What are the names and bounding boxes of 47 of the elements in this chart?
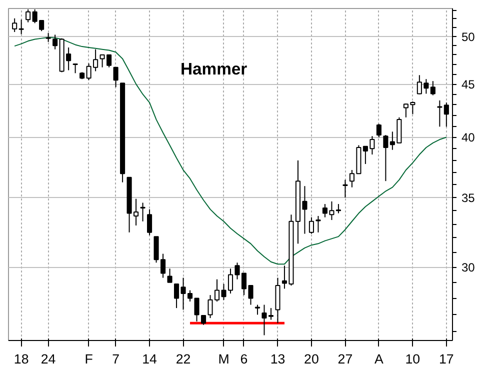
candlestick	[336, 204, 341, 214]
y-tick-label: 30	[462, 260, 476, 275]
candlestick	[26, 8, 31, 23]
candlestick	[154, 236, 159, 264]
x-tick-label: 24	[40, 352, 56, 366]
candlestick	[194, 298, 200, 322]
x-tick-label: 27	[338, 352, 353, 366]
candlestick	[254, 304, 260, 316]
x-tick-label: 17	[439, 352, 454, 366]
x-tick-label: 7	[112, 352, 120, 366]
y-tick-label: 35	[462, 191, 476, 206]
candlestick	[167, 268, 172, 283]
candlestick	[349, 170, 354, 188]
x-tick-label: 20	[304, 352, 319, 366]
x-tick-label: 18	[14, 352, 29, 366]
y-tick-label: 45	[462, 78, 476, 92]
candlestick	[160, 253, 166, 278]
line-series	[14, 36, 447, 265]
candlestick	[437, 100, 442, 128]
candlestick	[12, 18, 18, 33]
x-tick-label: F	[84, 352, 93, 366]
candlestick	[376, 123, 382, 138]
x-tick-label: A	[374, 352, 384, 366]
annotation: Hammer	[180, 60, 248, 78]
candlestick	[46, 32, 51, 42]
x-tick-label: 14	[142, 352, 158, 366]
x-tick-label: 13	[270, 352, 286, 366]
candlestick	[140, 202, 146, 222]
candlestick	[444, 102, 449, 128]
x-tick-label: 22	[176, 352, 191, 366]
y-tick-label: 50	[462, 30, 476, 44]
x-tick-label: 6	[240, 352, 248, 366]
candlestick	[18, 19, 24, 35]
candlestick	[342, 179, 348, 198]
candlestick	[228, 268, 234, 294]
candlestick	[208, 294, 213, 319]
x-tick-label: M	[218, 352, 230, 366]
candlestick	[147, 208, 152, 236]
y-tick-label: 40	[462, 130, 476, 145]
candlestick	[113, 66, 118, 88]
candlestick	[383, 134, 388, 182]
candlestick	[200, 315, 206, 326]
candlestick	[308, 216, 314, 234]
candlestick	[430, 80, 436, 96]
x-tick-label: 10	[405, 352, 420, 366]
candlestick	[316, 215, 321, 233]
candlestick	[52, 34, 58, 50]
